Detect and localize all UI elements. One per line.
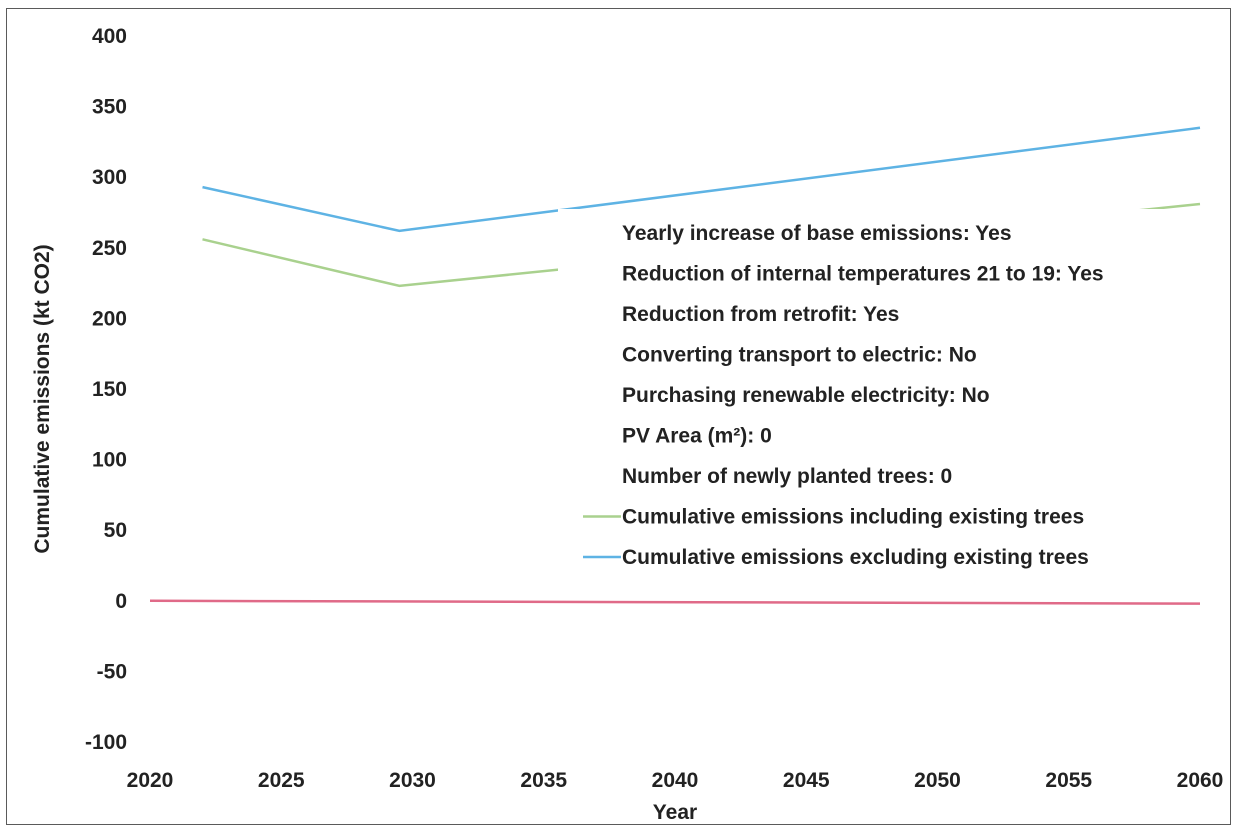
legend-setting-text: Yearly increase of base emissions: Yes bbox=[622, 222, 1012, 245]
y-tick-label: -50 bbox=[97, 660, 127, 683]
legend-series-label: Cumulative emissions including existing … bbox=[622, 506, 1084, 529]
x-tick-label: 2035 bbox=[520, 769, 567, 792]
legend-series-label: Cumulative emissions excluding existing … bbox=[622, 546, 1089, 569]
x-tick-label: 2040 bbox=[652, 769, 699, 792]
series-line-2 bbox=[202, 126, 1201, 233]
x-tick-label: 2055 bbox=[1045, 769, 1092, 792]
y-axis-ticks: -100 -50 0 50 100 150 200 250 300 350 400 bbox=[85, 25, 127, 754]
legend-setting-text: Number of newly planted trees: 0 bbox=[622, 465, 952, 488]
y-tick-label: 350 bbox=[92, 96, 127, 119]
y-tick-label: 100 bbox=[92, 449, 127, 472]
legend-setting-text: Converting transport to electric: No bbox=[622, 344, 977, 367]
legend: Yearly increase of base emissions: Yes Re… bbox=[558, 209, 1188, 579]
y-tick-label: 300 bbox=[92, 166, 127, 189]
y-tick-label: 150 bbox=[92, 378, 127, 401]
x-tick-label: 2060 bbox=[1177, 769, 1224, 792]
y-tick-label: 250 bbox=[92, 237, 127, 260]
x-tick-label: 2025 bbox=[258, 769, 305, 792]
y-tick-label: 200 bbox=[92, 307, 127, 330]
series-line-3 bbox=[149, 599, 1201, 605]
legend-settings: Yearly increase of base emissions: Yes Re… bbox=[622, 222, 1104, 488]
legend-setting-text: Reduction from retrofit: Yes bbox=[622, 303, 899, 326]
y-tick-label: -100 bbox=[85, 731, 127, 754]
x-tick-label: 2020 bbox=[127, 769, 174, 792]
x-axis-ticks: 2020 2025 2030 2035 2040 2045 2050 2055 2060 bbox=[127, 769, 1224, 792]
x-tick-label: 2045 bbox=[783, 769, 830, 792]
line-chart: -100 -50 0 50 100 150 200 250 300 350 400 2020 2025… bbox=[31, 25, 1224, 824]
legend-setting-text: PV Area (m²): 0 bbox=[622, 425, 772, 448]
x-tick-label: 2030 bbox=[389, 769, 436, 792]
chart-frame: -100 -50 0 50 100 150 200 250 300 350 400 2020 2025… bbox=[6, 8, 1231, 825]
x-axis-title: Year bbox=[653, 801, 697, 824]
y-tick-label: 50 bbox=[104, 519, 127, 542]
x-tick-label: 2050 bbox=[914, 769, 961, 792]
legend-background bbox=[558, 209, 1188, 579]
y-axis-title: Cumulative emissions (kt CO2) bbox=[31, 244, 54, 553]
legend-setting-text: Reduction of internal temperatures 21 to… bbox=[622, 263, 1104, 286]
y-tick-label: 400 bbox=[92, 25, 127, 48]
legend-series: Cumulative emissions including existing … bbox=[583, 506, 1089, 569]
y-tick-label: 0 bbox=[115, 590, 127, 613]
legend-setting-text: Purchasing renewable electricity: No bbox=[622, 384, 990, 407]
